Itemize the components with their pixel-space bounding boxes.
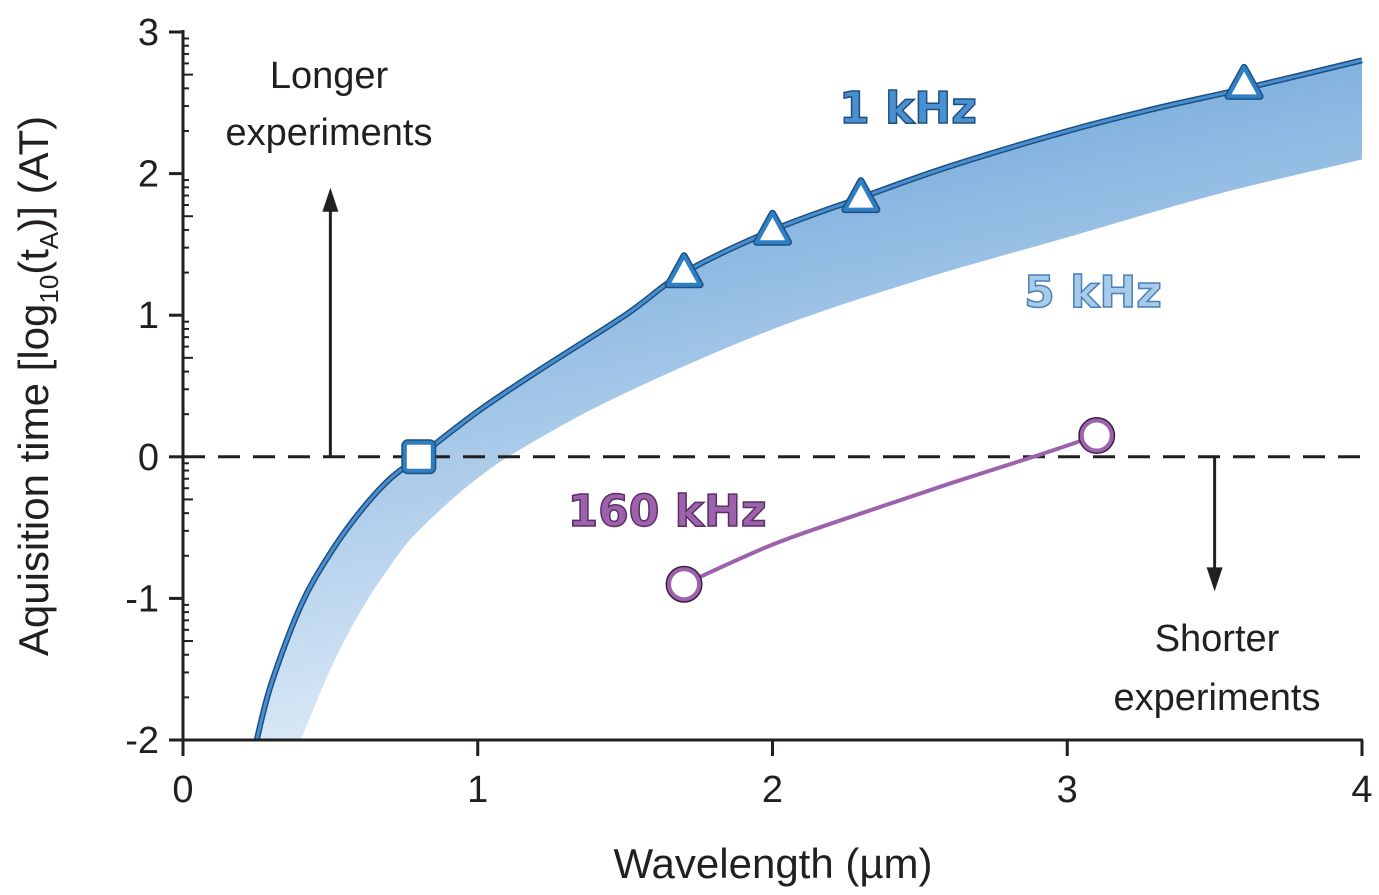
- circle-marker-inner: [667, 567, 702, 602]
- axes: 0 1 2 3 4 -2 -1 0 1 2 3: [125, 12, 1372, 811]
- longer-experiments-annotation: Longer experiments: [226, 55, 433, 154]
- y-tick-label: -1: [125, 578, 159, 620]
- kHz-band-fill: [256, 60, 1362, 740]
- y-tick-label: 2: [138, 154, 159, 196]
- x-axis-title: Wavelength (µm): [613, 840, 932, 887]
- annotation-arrows: [322, 187, 1223, 592]
- series-160-khz-curve: [683, 433, 1098, 587]
- y-axis-title-part: (t: [10, 249, 57, 275]
- series-1-khz-curve-inner: [255, 58, 1363, 740]
- series-label-5-khz: 5 kHz: [1024, 267, 1162, 318]
- x-tick-label: 4: [1351, 769, 1372, 811]
- x-tick-label: 0: [172, 769, 193, 811]
- up-arrow-head: [322, 187, 339, 212]
- x-tick-label: 1: [467, 769, 488, 811]
- y-axis-title: Aquisition time [log10(tA)] (AT): [10, 116, 64, 656]
- annotation-line: experiments: [226, 112, 433, 154]
- y-axis-title-part: )] (AT): [10, 116, 57, 232]
- y-tick-label: -2: [125, 720, 159, 762]
- circle-marker-inner: [1079, 418, 1114, 453]
- y-axis-title-part: Aquisition time [log: [10, 304, 57, 657]
- annotation-line: Shorter: [1155, 618, 1280, 660]
- y-tick-label: 1: [138, 295, 159, 337]
- y-tick-label: 0: [138, 437, 159, 479]
- down-arrow-head: [1206, 567, 1223, 592]
- data-markers: [401, 63, 1264, 603]
- x-tick-label: 2: [762, 769, 783, 811]
- triangle-marker-inner: [1226, 65, 1263, 99]
- axis-ticks: 0 1 2 3 4 -2 -1 0 1 2 3: [125, 12, 1372, 811]
- y-tick-label: 3: [138, 12, 159, 54]
- shorter-experiments-annotation: Shorter experiments: [1114, 618, 1321, 719]
- y-axis-title-subscript: A: [34, 231, 64, 249]
- x-tick-label: 3: [1057, 769, 1078, 811]
- annotation-line: experiments: [1114, 677, 1321, 719]
- plot-area: [183, 57, 1363, 740]
- series-label-160-khz: 160 kHz: [568, 486, 767, 537]
- triangle-marker-inner: [666, 253, 703, 287]
- annotation-line: Longer: [270, 55, 389, 97]
- series-label-1-khz: 1 kHz: [839, 83, 977, 134]
- triangle-marker-inner: [842, 178, 879, 212]
- y-axis-title-subscript: 10: [34, 275, 64, 304]
- triangle-marker-inner: [754, 211, 791, 245]
- square-marker-inner: [402, 440, 435, 473]
